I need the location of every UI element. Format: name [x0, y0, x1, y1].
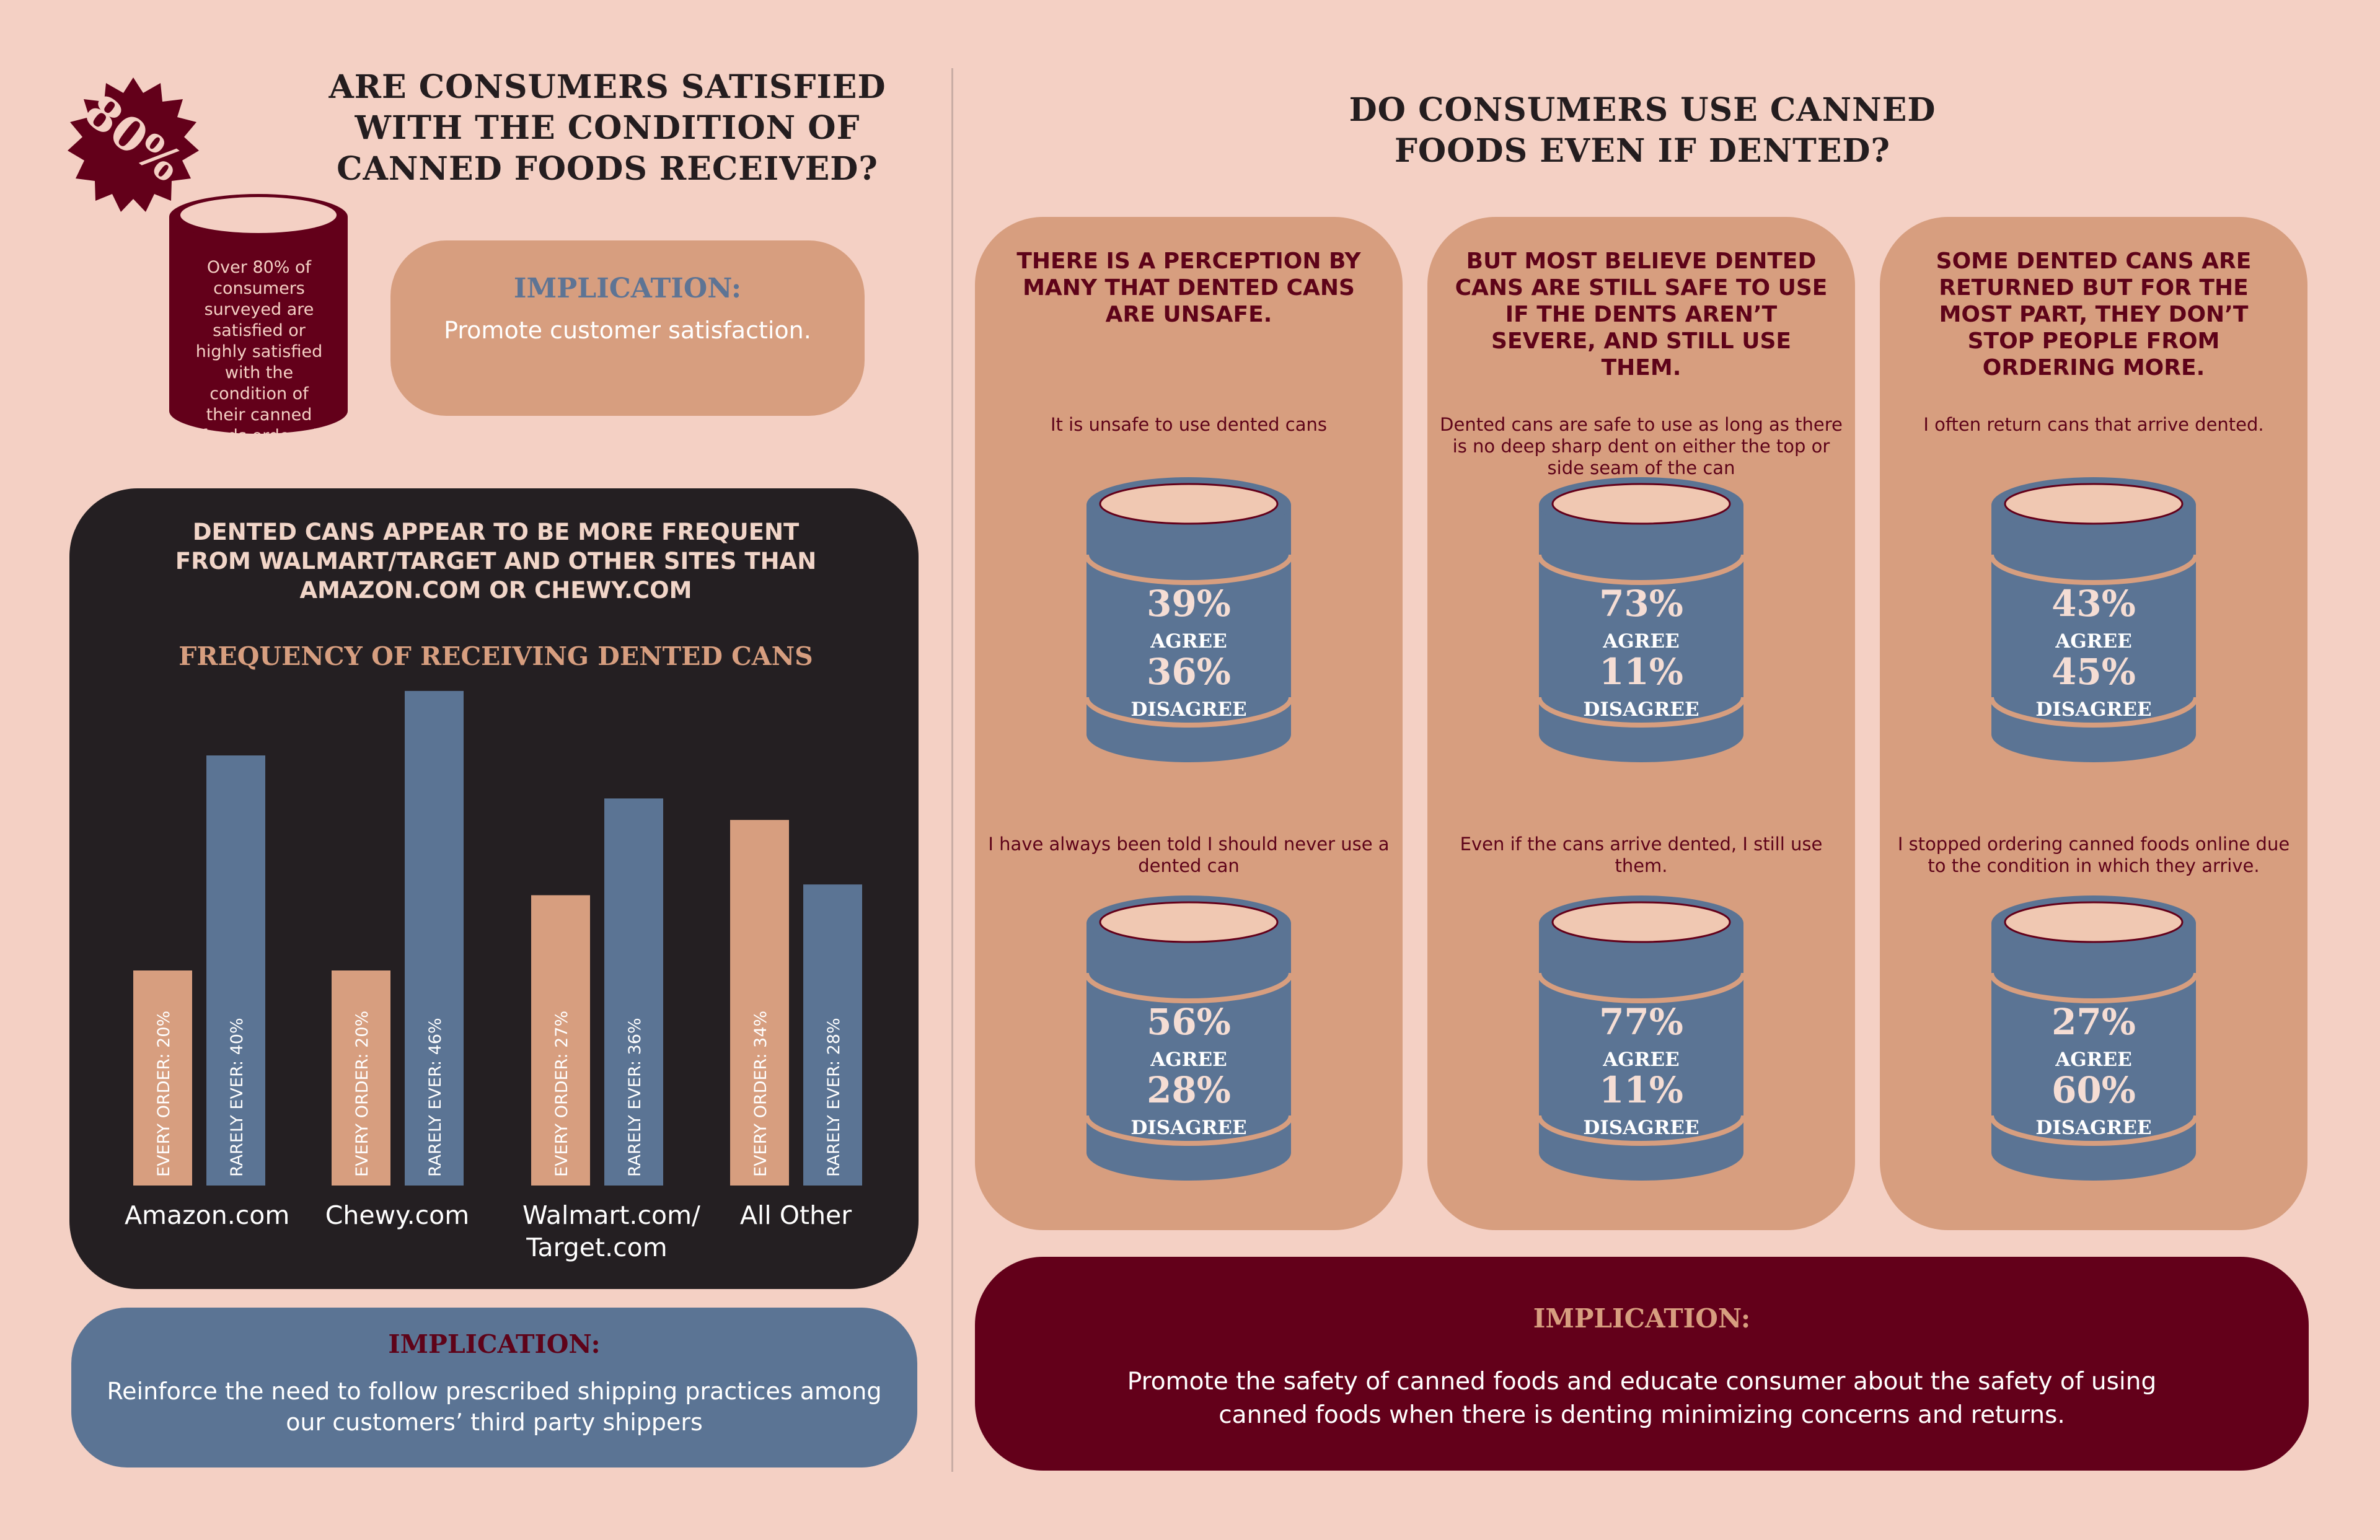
- bar-every-order: [531, 895, 590, 1186]
- agree-percent: 56%: [1147, 1001, 1231, 1043]
- agree-percent: 39%: [1147, 583, 1231, 625]
- disagree-percent: 36%: [1147, 651, 1231, 693]
- can-description: Over 80% of consumers surveyed are satis…: [195, 258, 323, 467]
- right-question-title: DO CONSUMERS USE CANNED FOODS EVEN IF DE…: [1349, 91, 1936, 170]
- survey-column-2: BUT MOST BELIEVE DENTED CANS ARE STILL S…: [1427, 217, 1855, 1230]
- bar-value-label: RARELY EVER: 46%: [426, 1018, 445, 1177]
- survey-statement: It is unsafe to use dented cans: [1051, 414, 1327, 435]
- implication-box-1: IMPLICATION: Promote customer satisfacti…: [390, 240, 865, 416]
- disagree-label: DISAGREE: [1583, 1117, 1699, 1139]
- disagree-percent: 11%: [1599, 1069, 1683, 1111]
- disagree-label: DISAGREE: [1130, 698, 1247, 721]
- disagree-label: DISAGREE: [1130, 1117, 1247, 1139]
- bar-value-label: EVERY ORDER: 27%: [552, 1010, 571, 1177]
- bar-rarely-ever: [206, 755, 265, 1186]
- agree-label: AGREE: [1150, 630, 1227, 653]
- chart-title: FREQUENCY OF RECEIVING DENTED CANS: [178, 641, 813, 671]
- section-divider: [951, 68, 953, 1472]
- bar-rarely-ever: [803, 884, 862, 1186]
- bar-chart: [133, 690, 862, 1186]
- can-icon: [1084, 477, 1294, 762]
- bar-every-order: [332, 970, 390, 1186]
- implication-box-2: IMPLICATION: Reinforce the need to follo…: [71, 1308, 917, 1467]
- disagree-label: DISAGREE: [1583, 698, 1699, 721]
- category-label: All Other: [739, 1200, 852, 1230]
- bar-every-order: [730, 820, 789, 1186]
- column-heading: SOME DENTED CANS ARE RETURNED BUT FOR TH…: [1936, 249, 2252, 381]
- disagree-percent: 28%: [1147, 1069, 1231, 1111]
- column-heading: THERE IS A PERCEPTION BY MANY THAT DENTE…: [1016, 249, 1361, 327]
- dark-panel-heading: DENTED CANS APPEAR TO BE MORE FREQUENT F…: [175, 519, 817, 604]
- survey-statement: I stopped ordering canned foods online d…: [1897, 834, 2290, 876]
- category-label: Amazon.com: [125, 1200, 290, 1230]
- survey-statement: Dented cans are safe to use as long as t…: [1440, 414, 1843, 478]
- implication-text: Promote customer satisfaction.: [444, 317, 811, 344]
- bar-value-label: EVERY ORDER: 20%: [353, 1010, 372, 1177]
- left-question-title: ARE CONSUMERS SATISFIED WITH THE CONDITI…: [328, 68, 886, 188]
- agree-label: AGREE: [1603, 630, 1680, 653]
- implication-label: IMPLICATION:: [388, 1329, 601, 1359]
- agree-percent: 77%: [1599, 1001, 1683, 1043]
- agree-label: AGREE: [2055, 630, 2132, 653]
- can-icon: [1084, 895, 1294, 1181]
- category-label: Walmart.com/ Target.com: [522, 1200, 700, 1262]
- bar-rarely-ever: [604, 798, 663, 1186]
- column-heading: BUT MOST BELIEVE DENTED CANS ARE STILL S…: [1455, 249, 1828, 381]
- category-label: Chewy.com: [325, 1200, 470, 1230]
- implication-label: IMPLICATION:: [1533, 1303, 1751, 1334]
- bar-value-label: EVERY ORDER: 34%: [751, 1010, 770, 1177]
- bar-value-label: EVERY ORDER: 20%: [154, 1010, 174, 1177]
- can-icon: [1536, 477, 1746, 762]
- bar-rarely-ever: [405, 690, 464, 1186]
- bar-value-label: RARELY EVER: 28%: [824, 1018, 844, 1177]
- satisfaction-can-graphic: [68, 77, 348, 434]
- implication-box-3: IMPLICATION: Promote the safety of canne…: [975, 1257, 2309, 1471]
- can-icon: [1536, 895, 1746, 1181]
- survey-column-3: SOME DENTED CANS ARE RETURNED BUT FOR TH…: [1880, 217, 2307, 1230]
- agree-label: AGREE: [2055, 1049, 2132, 1071]
- disagree-label: DISAGREE: [2035, 1117, 2152, 1139]
- bar-every-order: [133, 970, 192, 1186]
- disagree-percent: 45%: [2052, 651, 2136, 693]
- bar-value-label: RARELY EVER: 36%: [625, 1018, 645, 1177]
- agree-percent: 43%: [2052, 583, 2136, 625]
- survey-statement: I often return cans that arrive dented.: [1923, 414, 2264, 435]
- disagree-percent: 60%: [2052, 1069, 2136, 1111]
- agree-percent: 27%: [2052, 1001, 2136, 1043]
- can-icon: [1989, 477, 2198, 762]
- disagree-percent: 11%: [1599, 651, 1683, 693]
- survey-column-1: THERE IS A PERCEPTION BY MANY THAT DENTE…: [975, 217, 1403, 1230]
- bar-value-label: RARELY EVER: 40%: [227, 1018, 247, 1177]
- survey-statement: I have always been told I should never u…: [988, 834, 1390, 876]
- agree-label: AGREE: [1150, 1049, 1227, 1071]
- can-icon: [1989, 895, 2198, 1181]
- agree-percent: 73%: [1599, 583, 1683, 625]
- badge-seal-icon: [68, 77, 199, 212]
- implication-label: IMPLICATION:: [513, 273, 742, 304]
- disagree-label: DISAGREE: [2035, 698, 2152, 721]
- survey-statement: Even if the cans arrive dented, I still …: [1460, 834, 1823, 876]
- implication-text: Promote the safety of canned foods and e…: [1127, 1368, 2157, 1429]
- agree-label: AGREE: [1603, 1049, 1680, 1071]
- implication-text: Reinforce the need to follow prescribed …: [107, 1378, 882, 1436]
